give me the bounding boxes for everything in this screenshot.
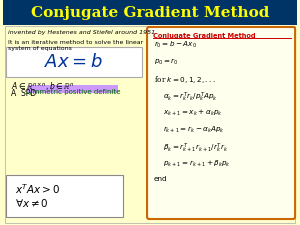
Text: end: end <box>154 176 167 182</box>
Text: for $k = 0,1,2,...$: for $k = 0,1,2,...$ <box>154 74 216 85</box>
FancyBboxPatch shape <box>6 47 142 77</box>
Text: $x_{k+1} = x_k + \alpha_k p_k$: $x_{k+1} = x_k + \alpha_k p_k$ <box>163 108 223 118</box>
FancyBboxPatch shape <box>28 85 118 93</box>
Text: $A \in \mathbb{R}^{n\times n}, b \in \mathbb{R}^n$: $A \in \mathbb{R}^{n\times n}, b \in \ma… <box>11 80 75 93</box>
Text: $\alpha_k = r_k^T r_k / p_k^T A p_k$: $\alpha_k = r_k^T r_k / p_k^T A p_k$ <box>163 91 218 104</box>
Text: symmetric positive definite: symmetric positive definite <box>25 89 120 95</box>
Text: $p_0 = r_0$: $p_0 = r_0$ <box>154 57 179 67</box>
Text: $Ax = b$: $Ax = b$ <box>44 53 103 71</box>
Text: invented by Hestenes and Stiefel around 1951: invented by Hestenes and Stiefel around … <box>8 30 155 35</box>
Text: A  SPD: A SPD <box>11 89 38 98</box>
Text: $p_{k+1} = r_{k+1} + \beta_k p_k$: $p_{k+1} = r_{k+1} + \beta_k p_k$ <box>163 159 231 169</box>
FancyBboxPatch shape <box>5 26 295 223</box>
FancyBboxPatch shape <box>147 27 295 219</box>
FancyBboxPatch shape <box>6 175 122 217</box>
Text: It is an iterative method to solve the linear
system of equations: It is an iterative method to solve the l… <box>8 40 143 51</box>
Text: $r_{k+1} = r_k - \alpha_k A p_k$: $r_{k+1} = r_k - \alpha_k A p_k$ <box>163 125 225 135</box>
Text: $\forall x \neq 0$: $\forall x \neq 0$ <box>15 197 49 209</box>
Text: Conjugate Gradient Method: Conjugate Gradient Method <box>153 33 255 39</box>
FancyBboxPatch shape <box>3 0 297 25</box>
Text: $\beta_k = r_{k+1}^T r_{k+1} / r_k^T r_k$: $\beta_k = r_{k+1}^T r_{k+1} / r_k^T r_k… <box>163 142 228 155</box>
Text: $x^T Ax > 0$: $x^T Ax > 0$ <box>15 182 60 196</box>
Text: $r_0 = b - Ax_0$: $r_0 = b - Ax_0$ <box>154 40 197 50</box>
Text: Conjugate Gradient Method: Conjugate Gradient Method <box>31 5 269 20</box>
